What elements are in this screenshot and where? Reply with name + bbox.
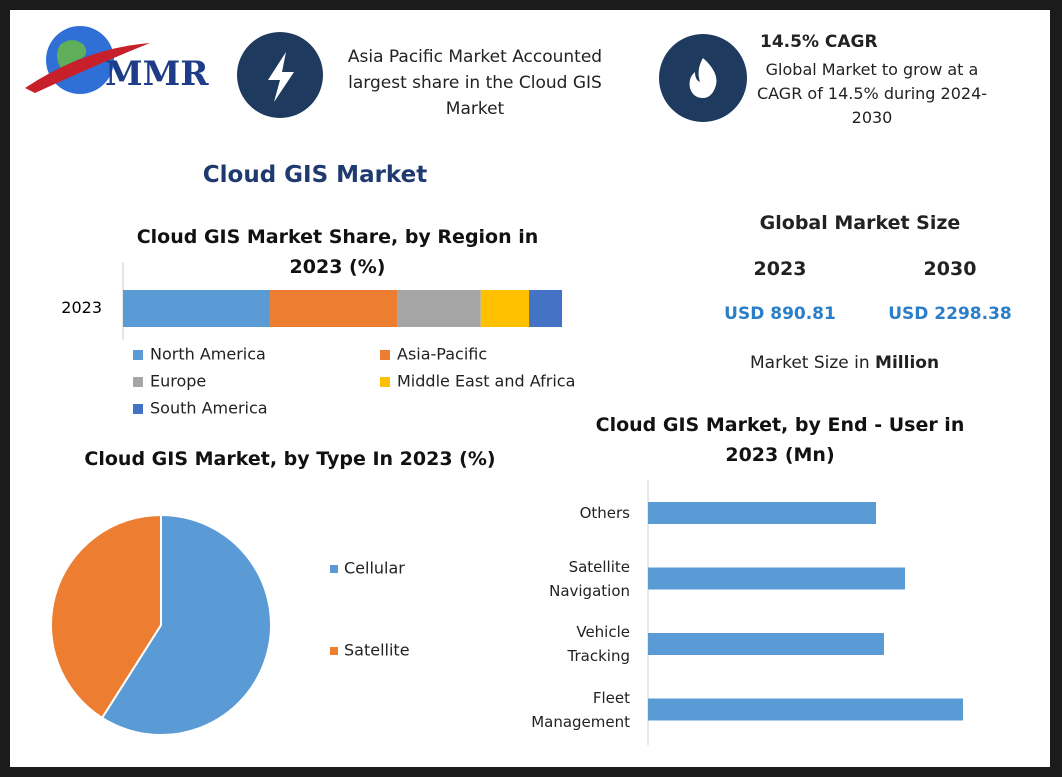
legend-swatch <box>330 647 338 655</box>
chart-title: Cloud GIS Market, by End - User in 2023 … <box>595 414 965 466</box>
market-size-title: Global Market Size <box>759 212 961 234</box>
bar <box>648 698 963 721</box>
logo-land <box>57 40 87 74</box>
logo-swoosh <box>25 43 150 93</box>
market-value: USD 890.81 <box>724 304 836 324</box>
lightning-icon <box>268 52 294 102</box>
logo-text: MMR <box>105 54 209 94</box>
bar <box>648 633 884 655</box>
bar-segment <box>480 290 530 327</box>
category-label: Vehicle Tracking <box>567 623 630 665</box>
bar-segment <box>123 290 271 327</box>
pie-slice <box>50 513 162 720</box>
category-label: Fleet Management <box>531 688 630 731</box>
legend-swatch <box>133 377 143 387</box>
year-label: 2023 <box>753 258 807 280</box>
legend-label: Cellular <box>344 559 405 578</box>
note-text: Market Size in <box>750 353 870 373</box>
category-label: 2023 <box>61 298 102 317</box>
year-label: 2030 <box>923 258 977 280</box>
chart-title: Cloud GIS Market, by Type In 2023 (%) <box>84 448 496 470</box>
legend-swatch <box>380 377 390 387</box>
legend-swatch <box>380 350 390 360</box>
flame-icon <box>689 58 717 98</box>
graphics: MMR 2023 North America Asia-Pacific Europe M… <box>25 26 963 745</box>
legend-label: Asia-Pacific <box>397 345 487 364</box>
bar <box>648 502 876 524</box>
note-unit: Million <box>875 353 940 373</box>
highlight-text: Asia Pacific Market Accounted largest sh… <box>347 47 603 119</box>
legend-swatch <box>330 565 338 573</box>
bar <box>648 567 905 590</box>
legend-swatch <box>133 350 143 360</box>
legend-label: Satellite <box>344 641 410 660</box>
pie-slice <box>100 513 272 736</box>
category-label: Others <box>579 504 630 522</box>
chart-title: Cloud GIS Market Share, by Region in 202… <box>136 226 539 278</box>
highlight-title: 14.5% CAGR <box>760 32 878 52</box>
legend-label: Europe <box>150 372 206 391</box>
bar-segment <box>529 290 562 327</box>
bar-segment <box>270 290 398 327</box>
legend-label: Middle East and Africa <box>397 372 575 391</box>
infographic: MMR 2023 North America Asia-Pacific Europe M… <box>10 10 1050 767</box>
highlight-text: Global Market to grow at a CAGR of 14.5%… <box>756 60 988 127</box>
main-title: Cloud GIS Market <box>202 162 428 188</box>
bar-segment <box>397 290 481 327</box>
market-value: USD 2298.38 <box>888 304 1012 324</box>
category-label: Satellite Navigation <box>549 557 630 600</box>
market-size-note: Market Size in Million <box>750 353 980 373</box>
legend-swatch <box>133 404 143 414</box>
legend-label: South America <box>150 399 268 418</box>
legend-label: North America <box>150 345 266 364</box>
